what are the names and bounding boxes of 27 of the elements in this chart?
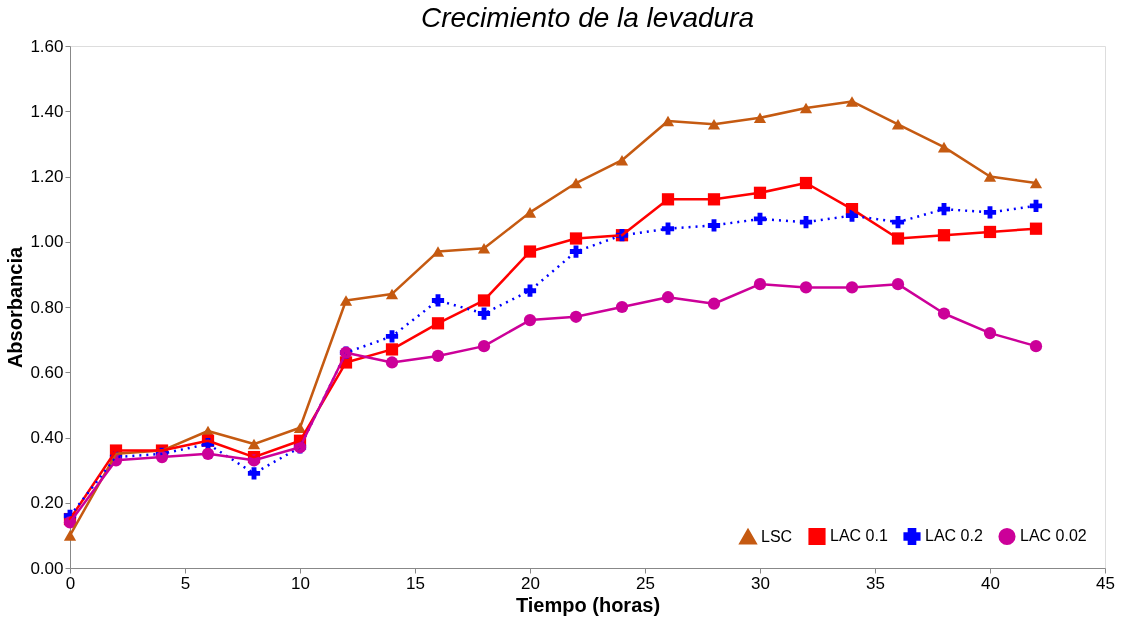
y-tick-label: 0.20 <box>30 493 64 513</box>
legend-label: LAC 0.02 <box>1020 527 1087 545</box>
x-tick-label: 45 <box>1096 573 1115 593</box>
legend-label: LAC 0.1 <box>830 527 888 545</box>
x-tick-label: 15 <box>406 573 425 593</box>
y-tick-label: 0.60 <box>30 362 64 382</box>
point <box>1029 199 1043 212</box>
y-tick-label: 1.60 <box>30 36 64 56</box>
x-tick-label: 20 <box>521 573 540 593</box>
legend-label: LSC <box>761 527 793 545</box>
x-tick-label: 30 <box>751 573 770 593</box>
y-tick-label: 1.40 <box>30 101 64 121</box>
y-tick-label: 1.20 <box>30 167 64 186</box>
y-tick-label: 0.40 <box>30 428 64 447</box>
x-tick-label: 35 <box>866 573 885 593</box>
x-tick-label: 0 <box>65 573 76 593</box>
legend-label: LAC 0.2 <box>925 527 983 545</box>
x-tick-label: 10 <box>291 573 310 593</box>
y-axis-title: Absorbancia <box>4 246 27 369</box>
y-tick-label: 1.00 <box>30 232 64 252</box>
x-tick-label: 25 <box>636 573 655 593</box>
x-tick-label: 40 <box>981 573 1000 593</box>
x-axis-title: Tiempo (horas) <box>515 593 661 616</box>
chart-title: Crecimiento de la levadura <box>420 2 755 33</box>
y-tick-label: 0.80 <box>30 297 64 317</box>
x-tick-label: 5 <box>180 573 191 593</box>
y-tick-label: 0.00 <box>30 558 64 578</box>
